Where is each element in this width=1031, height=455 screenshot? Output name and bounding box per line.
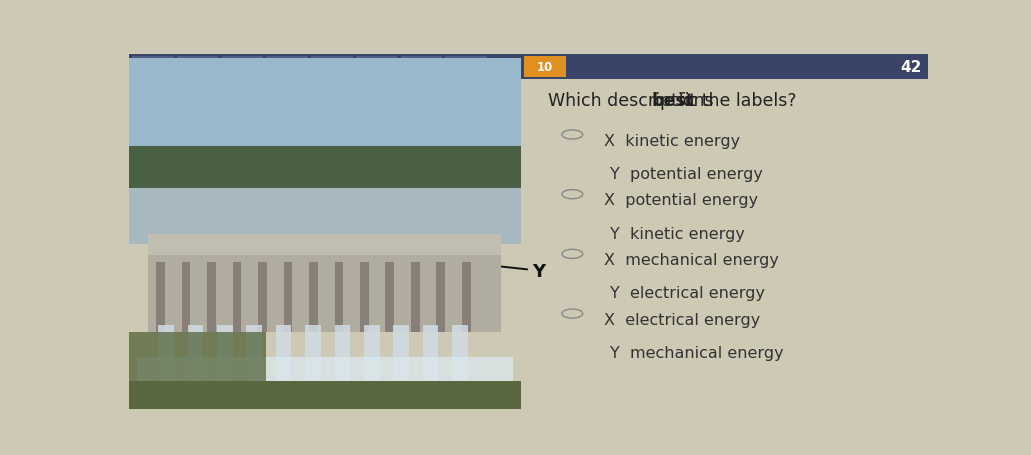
Text: X  kinetic energy: X kinetic energy [604,133,740,148]
Bar [400,57,442,78]
Text: Y: Y [532,263,545,281]
Bar [284,263,292,333]
Text: Y  mechanical energy: Y mechanical energy [610,345,784,360]
Bar [233,263,241,333]
Bar [157,263,165,333]
Bar [129,333,266,410]
Text: 3: 3 [238,61,246,74]
Bar [360,263,369,333]
Text: 6: 6 [373,61,380,74]
Bar [305,325,321,381]
Text: 42: 42 [900,60,922,75]
Bar [246,325,262,381]
Text: Which descriptions: Which descriptions [548,91,720,109]
Bar [258,263,267,333]
Bar [129,381,521,410]
Text: X: X [181,146,196,163]
Bar [364,325,379,381]
Bar [129,189,521,245]
Bar [266,57,308,78]
Text: X  mechanical energy: X mechanical energy [604,253,779,268]
Text: Y  potential energy: Y potential energy [610,167,763,182]
Bar [188,325,203,381]
Text: best: best [652,91,695,109]
Bar [137,357,512,392]
Bar [181,263,191,333]
Text: X  potential energy: X potential energy [604,193,759,208]
Text: 1: 1 [149,61,157,74]
Bar [132,57,173,78]
Bar [148,255,501,333]
Text: 2: 2 [194,61,201,74]
Bar [129,111,521,217]
Bar [129,55,928,80]
Text: 8: 8 [462,61,470,74]
Bar [129,147,521,199]
Text: 4: 4 [284,61,291,74]
Text: Y  electrical energy: Y electrical energy [610,286,765,301]
Bar [177,57,219,78]
Bar [452,325,468,381]
Bar [309,263,318,333]
Text: X  electrical energy: X electrical energy [604,312,761,327]
Text: fit the labels?: fit the labels? [673,91,797,109]
Bar [445,57,487,78]
Bar [207,263,215,333]
Bar [217,325,233,381]
Text: The image shows a dam.: The image shows a dam. [148,91,367,109]
Bar [525,57,566,78]
Bar [334,325,351,381]
Bar [311,57,353,78]
Bar [222,57,263,78]
Text: 7: 7 [418,61,425,74]
Bar [148,234,501,263]
Text: Y  kinetic energy: Y kinetic energy [610,226,744,241]
Bar [423,325,438,381]
Text: 10: 10 [537,61,554,74]
Bar [386,263,394,333]
Text: 5: 5 [328,61,335,74]
Bar [129,59,521,217]
Bar [436,263,445,333]
Bar [462,263,470,333]
Bar [411,263,420,333]
Bar [276,325,292,381]
Bar [334,263,343,333]
Bar [393,325,409,381]
Bar [129,59,521,157]
Bar [159,325,174,381]
Bar [356,57,397,78]
